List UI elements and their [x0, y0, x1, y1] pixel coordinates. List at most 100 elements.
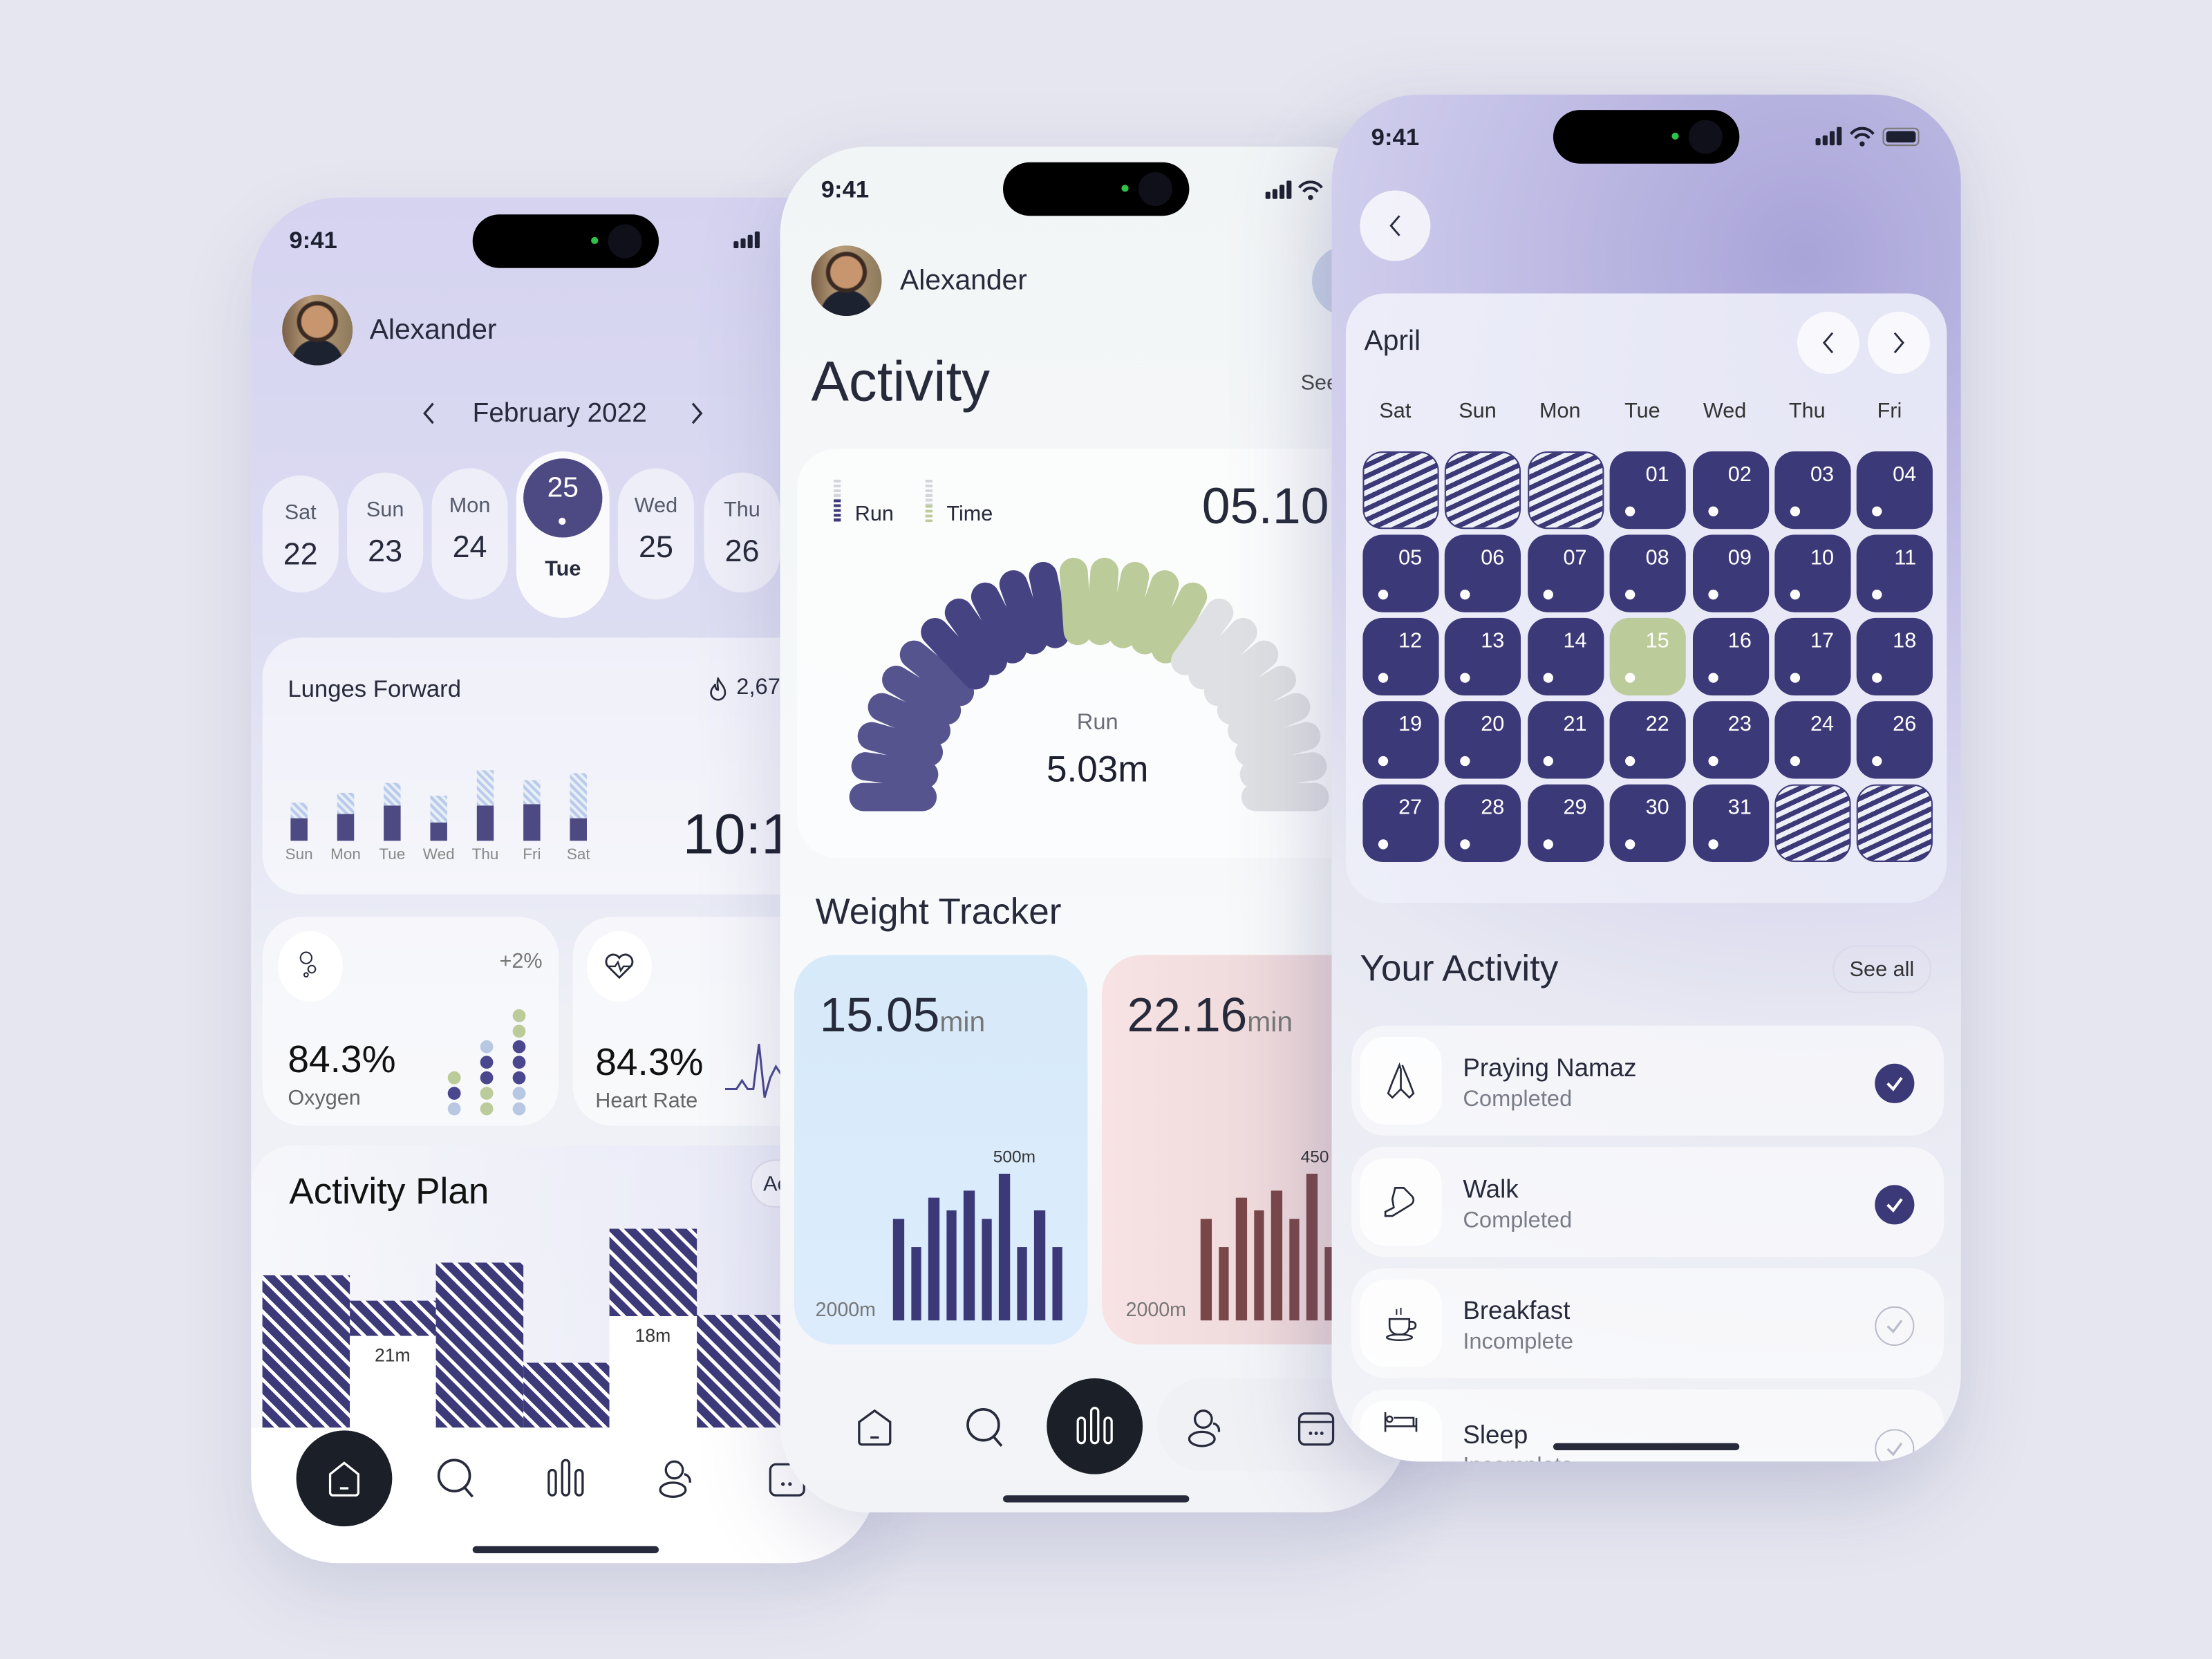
day-number: 12: [1398, 629, 1423, 653]
date-pill-sat[interactable]: Sat 22: [262, 475, 339, 593]
calendar-day-cell[interactable]: 05: [1362, 534, 1439, 612]
calendar-day-cell[interactable]: 27: [1362, 784, 1439, 862]
calendar-day-cell[interactable]: 14: [1527, 617, 1604, 696]
nav-search-icon[interactable]: [964, 1407, 1006, 1449]
signal-wifi-icon: [1265, 180, 1323, 200]
status-time: 9:41: [821, 176, 870, 203]
calendar-day-cell[interactable]: 06: [1445, 534, 1521, 612]
calendar-day-cell[interactable]: 03: [1774, 451, 1851, 529]
day-number: 27: [1398, 796, 1423, 820]
nav-stats-button[interactable]: [1047, 1378, 1143, 1474]
day-number: 17: [1810, 629, 1835, 653]
nav-home-icon[interactable]: [854, 1407, 896, 1449]
calendar-day-cell[interactable]: 18: [1857, 617, 1933, 696]
lunges-bar-done: [337, 814, 355, 841]
breakfast-icon-box: [1360, 1280, 1442, 1367]
nav-home-button[interactable]: [296, 1430, 393, 1527]
avatar[interactable]: [811, 245, 882, 317]
calendar-day-cell[interactable]: 10: [1774, 534, 1851, 612]
day-number: 01: [1645, 462, 1669, 487]
calendar-day-cell[interactable]: 28: [1445, 784, 1521, 862]
status-icons: [1815, 126, 1920, 147]
lunges-bar-done: [570, 818, 587, 841]
weight-bar: [1271, 1191, 1282, 1321]
weekday-label: Thu: [1788, 399, 1826, 424]
calendar-next-button[interactable]: [1868, 312, 1930, 374]
calendar-day-cell[interactable]: 16: [1692, 617, 1769, 696]
calendar-day-cell[interactable]: 09: [1692, 534, 1769, 612]
prev-month-icon[interactable]: [422, 402, 435, 425]
weight-tracker-title: Weight Tracker: [815, 890, 1062, 932]
calendar-day-cell[interactable]: 29: [1527, 784, 1604, 862]
avatar[interactable]: [282, 294, 353, 366]
checkbox-checked[interactable]: [1875, 1185, 1915, 1225]
day-dot: [1543, 839, 1553, 850]
gauge-segment: [868, 693, 951, 745]
activity-item-sleep[interactable]: Sleep Incomplete: [1351, 1389, 1944, 1462]
selected-date-circle: 25: [523, 458, 603, 538]
calendar-day-cell[interactable]: 15: [1609, 617, 1687, 696]
date-pill-thu[interactable]: Thu 26: [704, 472, 780, 593]
day-dot: [1790, 673, 1801, 683]
gauge-segment: [1151, 582, 1208, 664]
calendar-day-cell[interactable]: 17: [1774, 617, 1851, 696]
activity-item-walk[interactable]: Walk Completed: [1351, 1147, 1944, 1257]
nav-friends-icon[interactable]: [1185, 1407, 1227, 1449]
calendar-day-cell[interactable]: 21: [1527, 701, 1604, 779]
calendar-day-cell[interactable]: 20: [1445, 701, 1521, 779]
stats-icon: [1076, 1407, 1113, 1445]
calendar-day-cell[interactable]: 01: [1609, 451, 1687, 529]
calendar-day-cell[interactable]: 12: [1362, 617, 1439, 696]
calendar-day-cell[interactable]: 07: [1527, 534, 1604, 612]
oxygen-dot: [480, 1056, 494, 1069]
calendar-day-cell[interactable]: 02: [1692, 451, 1769, 529]
calendar-day-cell[interactable]: 11: [1857, 534, 1933, 612]
calendar-day-cell[interactable]: 30: [1609, 784, 1687, 862]
checkbox-checked[interactable]: [1875, 1063, 1915, 1103]
date-pill-sun[interactable]: Sun 23: [347, 472, 424, 593]
date-pill-mon[interactable]: Mon 24: [431, 468, 508, 600]
lunges-bar-label: Mon: [330, 846, 361, 863]
home-indicator: [1003, 1495, 1190, 1503]
oxygen-dot: [447, 1102, 461, 1116]
oxygen-card[interactable]: +2% 84.3% Oxygen: [262, 917, 559, 1126]
activity-plan-title: Activity Plan: [289, 1169, 489, 1212]
see-all-button[interactable]: See all: [1833, 945, 1931, 993]
calendar-day-cell[interactable]: 13: [1445, 617, 1521, 696]
date-pill-wed[interactable]: Wed 25: [617, 468, 695, 600]
next-month-icon[interactable]: [690, 402, 704, 425]
calendar-day-cell[interactable]: 26: [1857, 701, 1933, 779]
checkbox-unchecked[interactable]: [1875, 1306, 1915, 1346]
date-pill-tue-selected[interactable]: 25 Tue: [516, 451, 610, 618]
calendar-day-cell[interactable]: 08: [1609, 534, 1687, 612]
day-dot: [1625, 839, 1635, 850]
calendar-day-cell[interactable]: 04: [1857, 451, 1933, 529]
activity-status: Incomplete: [1463, 1454, 1573, 1461]
calendar-day-cell[interactable]: 23: [1692, 701, 1769, 779]
weight-bar: [1016, 1247, 1027, 1321]
run-legend-label: Run: [854, 502, 894, 527]
lunges-bar-label: Thu: [471, 846, 499, 863]
gauge-segment: [1239, 752, 1327, 789]
nav-friends-icon[interactable]: [656, 1457, 698, 1499]
calendar-day-cell[interactable]: 19: [1362, 701, 1439, 779]
calendar-day-cell[interactable]: 31: [1692, 784, 1769, 862]
checkbox-unchecked[interactable]: [1875, 1429, 1915, 1462]
lunges-card[interactable]: Lunges Forward 2,67 Sun Mon Tue Wed Thu Fri Sa…: [262, 637, 870, 894]
gauge-segment: [1109, 561, 1150, 648]
nav-stats-icon[interactable]: [545, 1457, 587, 1499]
heart-rate-value: 84.3%: [595, 1041, 704, 1084]
activity-item-breakfast[interactable]: Breakfast Incomplete: [1351, 1268, 1944, 1378]
weight-card-blue[interactable]: 15.05min 500m 2000m: [794, 955, 1088, 1344]
calendar-day-cell[interactable]: 24: [1774, 701, 1851, 779]
nav-search-icon[interactable]: [435, 1457, 477, 1499]
calendar-day-cell[interactable]: 22: [1609, 701, 1687, 779]
activity-item-praying[interactable]: Praying Namaz Completed: [1351, 1025, 1944, 1136]
calendar-prev-button[interactable]: [1797, 312, 1859, 374]
plan-bar: [435, 1262, 523, 1428]
weight-bar: [1306, 1173, 1318, 1321]
weight-bar: [910, 1247, 921, 1321]
nav-calendar-icon[interactable]: [1295, 1407, 1337, 1449]
back-button[interactable]: [1360, 190, 1431, 261]
oxygen-change: +2%: [499, 949, 543, 974]
